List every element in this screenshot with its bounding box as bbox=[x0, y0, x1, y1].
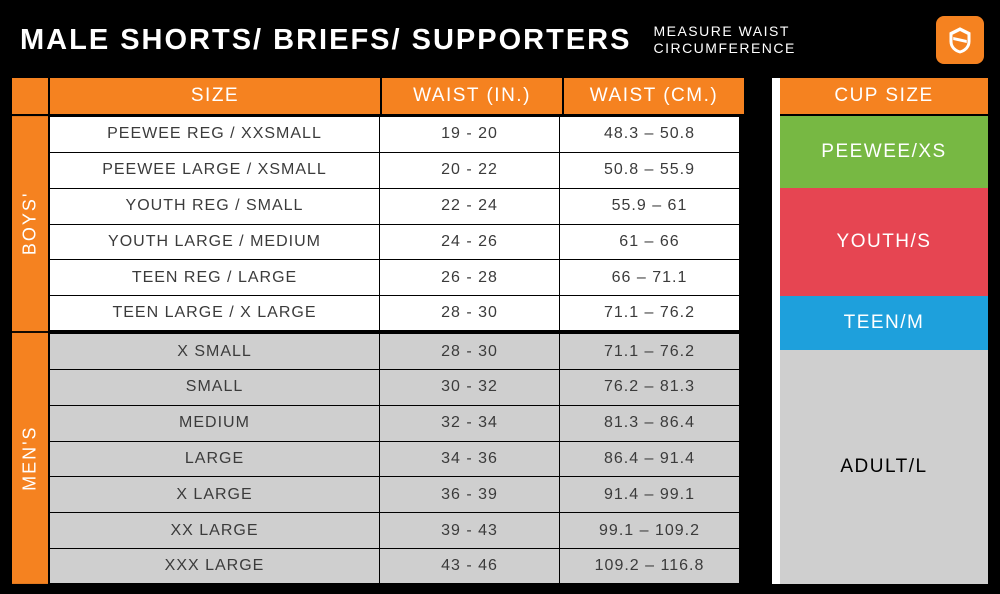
table-row: PEEWEE REG / XXSMALL19 - 2048.3 – 50.8 bbox=[50, 116, 758, 152]
subtitle-line: CIRCUMFERENCE bbox=[653, 40, 795, 57]
group-label-mens: MEN'S bbox=[12, 333, 48, 584]
table-row: YOUTH LARGE / MEDIUM24 - 2661 – 66 bbox=[50, 224, 758, 260]
cell-cm: 91.4 – 99.1 bbox=[560, 476, 740, 512]
table-header: SIZE WAIST (IN.) WAIST (CM.) bbox=[50, 78, 758, 114]
cell-in: 43 - 46 bbox=[380, 548, 560, 584]
cell-in: 28 - 30 bbox=[380, 333, 560, 369]
cell-cm: 109.2 – 116.8 bbox=[560, 548, 740, 584]
cell-cm: 86.4 – 91.4 bbox=[560, 441, 740, 477]
cell-in: 36 - 39 bbox=[380, 476, 560, 512]
size-table: SIZE WAIST (IN.) WAIST (CM.) PEEWEE REG … bbox=[50, 78, 758, 584]
header: MALE SHORTS/ BRIEFS/ SUPPORTERS MEASURE … bbox=[12, 12, 988, 78]
cell-cm: 99.1 – 109.2 bbox=[560, 512, 740, 548]
cell-size: PEEWEE REG / XXSMALL bbox=[50, 116, 380, 152]
col-header-waist-cm: WAIST (CM.) bbox=[564, 78, 744, 114]
table-row: PEEWEE LARGE / XSMALL20 - 2250.8 – 55.9 bbox=[50, 152, 758, 188]
cell-size: YOUTH LARGE / MEDIUM bbox=[50, 224, 380, 260]
size-chart: MALE SHORTS/ BRIEFS/ SUPPORTERS MEASURE … bbox=[0, 0, 1000, 594]
page-subtitle: MEASURE WAIST CIRCUMFERENCE bbox=[653, 23, 795, 57]
table-row: SMALL30 - 3276.2 – 81.3 bbox=[50, 369, 758, 405]
section-boys: PEEWEE REG / XXSMALL19 - 2048.3 – 50.8PE… bbox=[50, 116, 758, 331]
cup-size-youth: YOUTH/S bbox=[780, 188, 988, 296]
cup-size-teen: TEEN/M bbox=[780, 296, 988, 350]
cell-size: XX LARGE bbox=[50, 512, 380, 548]
cell-cm: 48.3 – 50.8 bbox=[560, 116, 740, 152]
cell-in: 22 - 24 bbox=[380, 188, 560, 224]
main: BOYS' MEN'S SIZE WAIST (IN.) WAIST (CM.)… bbox=[12, 78, 988, 584]
cell-cm: 71.1 – 76.2 bbox=[560, 295, 740, 331]
cell-cm: 81.3 – 86.4 bbox=[560, 405, 740, 441]
group-label-boys: BOYS' bbox=[12, 116, 48, 331]
cell-in: 28 - 30 bbox=[380, 295, 560, 331]
cell-in: 19 - 20 bbox=[380, 116, 560, 152]
cup-size-body: PEEWEE/XSYOUTH/STEEN/MADULT/L bbox=[780, 116, 988, 584]
cell-size: TEEN LARGE / X LARGE bbox=[50, 295, 380, 331]
cup-size-adult: ADULT/L bbox=[780, 350, 988, 584]
cell-cm: 76.2 – 81.3 bbox=[560, 369, 740, 405]
table-row: X SMALL28 - 3071.1 – 76.2 bbox=[50, 333, 758, 369]
table-row: YOUTH REG / SMALL22 - 2455.9 – 61 bbox=[50, 188, 758, 224]
cell-size: YOUTH REG / SMALL bbox=[50, 188, 380, 224]
cell-size: MEDIUM bbox=[50, 405, 380, 441]
col-header-size: SIZE bbox=[50, 78, 380, 114]
cup-size-panel: CUP SIZE PEEWEE/XSYOUTH/STEEN/MADULT/L bbox=[772, 78, 988, 584]
cell-in: 32 - 34 bbox=[380, 405, 560, 441]
shock-doctor-icon bbox=[945, 25, 975, 55]
cell-size: X SMALL bbox=[50, 333, 380, 369]
cell-in: 20 - 22 bbox=[380, 152, 560, 188]
size-table-wrap: BOYS' MEN'S SIZE WAIST (IN.) WAIST (CM.)… bbox=[12, 78, 758, 584]
table-row: TEEN REG / LARGE26 - 2866 – 71.1 bbox=[50, 259, 758, 295]
table-row: XX LARGE39 - 4399.1 – 109.2 bbox=[50, 512, 758, 548]
cell-cm: 61 – 66 bbox=[560, 224, 740, 260]
cell-in: 34 - 36 bbox=[380, 441, 560, 477]
cup-size-header: CUP SIZE bbox=[780, 78, 988, 114]
cell-size: LARGE bbox=[50, 441, 380, 477]
page-title: MALE SHORTS/ BRIEFS/ SUPPORTERS bbox=[20, 24, 631, 57]
group-labels: BOYS' MEN'S bbox=[12, 78, 48, 584]
cell-in: 30 - 32 bbox=[380, 369, 560, 405]
section-mens: X SMALL28 - 3071.1 – 76.2SMALL30 - 3276.… bbox=[50, 333, 758, 584]
table-row: MEDIUM32 - 3481.3 – 86.4 bbox=[50, 405, 758, 441]
cell-size: PEEWEE LARGE / XSMALL bbox=[50, 152, 380, 188]
cell-cm: 71.1 – 76.2 bbox=[560, 333, 740, 369]
table-row: LARGE34 - 3686.4 – 91.4 bbox=[50, 441, 758, 477]
cell-cm: 50.8 – 55.9 bbox=[560, 152, 740, 188]
cell-size: SMALL bbox=[50, 369, 380, 405]
table-row: XXX LARGE43 - 46109.2 – 116.8 bbox=[50, 548, 758, 584]
cell-cm: 55.9 – 61 bbox=[560, 188, 740, 224]
cell-size: XXX LARGE bbox=[50, 548, 380, 584]
cell-in: 24 - 26 bbox=[380, 224, 560, 260]
cell-in: 39 - 43 bbox=[380, 512, 560, 548]
table-body: PEEWEE REG / XXSMALL19 - 2048.3 – 50.8PE… bbox=[50, 116, 758, 584]
group-label-spacer bbox=[12, 78, 48, 114]
subtitle-line: MEASURE WAIST bbox=[653, 23, 795, 40]
brand-logo bbox=[936, 16, 984, 64]
cell-in: 26 - 28 bbox=[380, 259, 560, 295]
cup-size-peewee: PEEWEE/XS bbox=[780, 116, 988, 188]
cell-size: TEEN REG / LARGE bbox=[50, 259, 380, 295]
table-row: X LARGE36 - 3991.4 – 99.1 bbox=[50, 476, 758, 512]
cell-size: X LARGE bbox=[50, 476, 380, 512]
col-header-waist-in: WAIST (IN.) bbox=[382, 78, 562, 114]
cell-cm: 66 – 71.1 bbox=[560, 259, 740, 295]
table-row: TEEN LARGE / X LARGE28 - 3071.1 – 76.2 bbox=[50, 295, 758, 331]
